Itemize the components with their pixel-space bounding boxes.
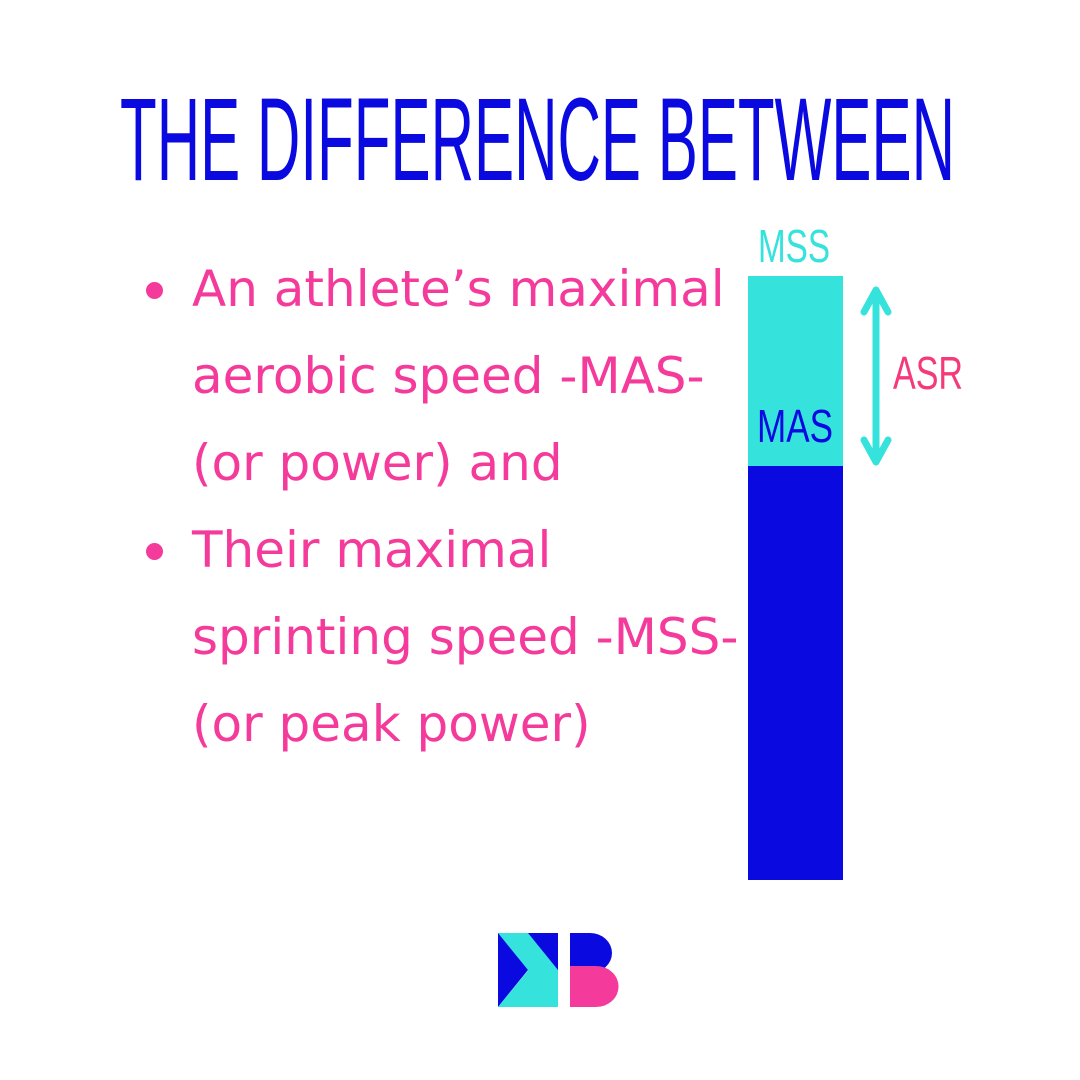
range-label: ASR bbox=[893, 347, 963, 399]
bullet: An athlete’s maximal aerobic speed -MAS-… bbox=[146, 246, 752, 507]
bullet: Their maximal sprinting speed -MSS- (or … bbox=[146, 507, 752, 768]
logo bbox=[498, 933, 619, 1007]
middle-label: MAS bbox=[757, 400, 833, 452]
mas-segment bbox=[748, 466, 843, 880]
range-arrow bbox=[860, 286, 892, 466]
bullet-list: An athlete’s maximal aerobic speed -MAS-… bbox=[140, 246, 752, 768]
asr-segment bbox=[748, 276, 843, 466]
title: THE DIFFERENCE BETWEEN bbox=[120, 74, 955, 206]
top-label: MSS bbox=[758, 220, 830, 272]
